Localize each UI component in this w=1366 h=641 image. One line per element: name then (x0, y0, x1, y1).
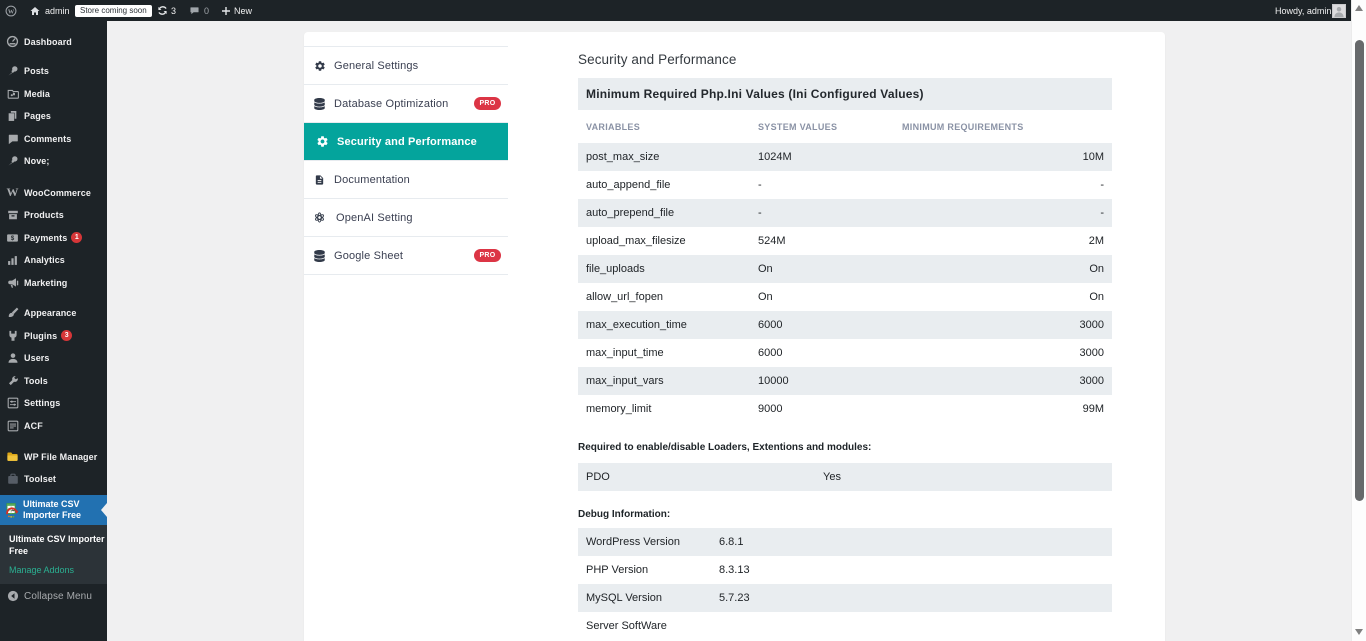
svg-text:$: $ (11, 236, 15, 242)
svg-text:W: W (8, 8, 15, 15)
